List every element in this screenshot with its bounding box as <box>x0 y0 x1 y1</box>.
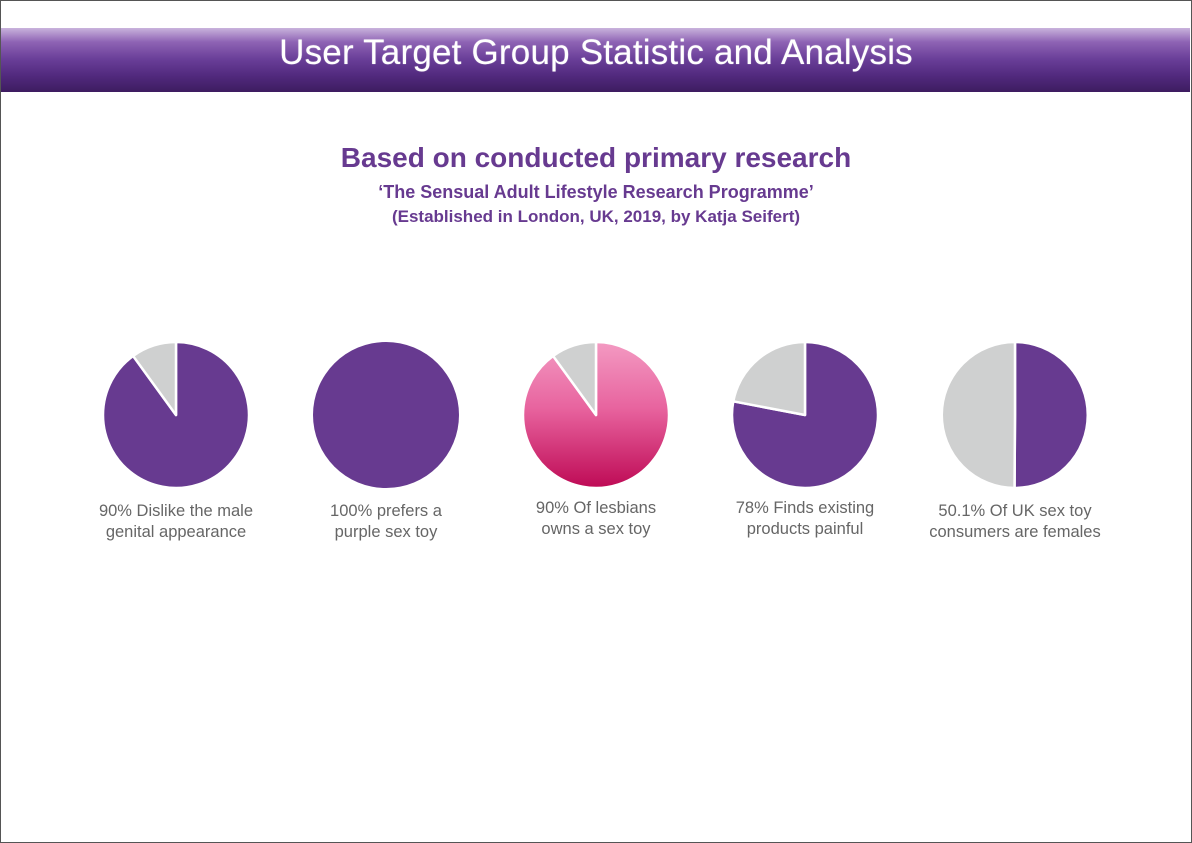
pie-5-slice-1 <box>1013 340 1089 490</box>
research-heading: Based on conducted primary research <box>340 142 852 173</box>
pie-chart-5 <box>940 340 1089 490</box>
pie-label-3: 90% Of lesbians owns a sex toy <box>486 498 706 540</box>
pie-4-slice-1 <box>730 340 880 490</box>
pie-chart-1 <box>101 340 251 490</box>
pie-label-line: owns a sex toy <box>541 520 651 538</box>
programme-details: (Established in London, UK, 2019, by Kat… <box>391 207 801 226</box>
pie-4-slice-2 <box>732 340 807 417</box>
pie-chart-4 <box>730 340 880 490</box>
pie-label-2: 100% prefers a purple sex toy <box>276 501 496 543</box>
pie-label-line: 78% Finds existing <box>735 499 875 517</box>
page-title: User Target Group Statistic and Analysis <box>279 33 913 72</box>
pie-5-slice-2 <box>940 340 1017 490</box>
pie-1-slice-2 <box>131 340 178 417</box>
pie-label-line: consumers are females <box>929 523 1101 541</box>
pie-chart-2 <box>313 342 459 488</box>
pie-label-1: 90% Dislike the male genital appearance <box>66 501 286 543</box>
pie-label-line: 50.1% Of UK sex toy <box>938 502 1092 520</box>
title-banner <box>1 28 1190 92</box>
pie-label-line: 100% prefers a <box>330 502 442 520</box>
pie-2-slice-1 <box>313 342 459 488</box>
pie-label-5: 50.1% Of UK sex toy consumers are females <box>905 501 1125 543</box>
pie-label-line: 90% Dislike the male <box>98 502 254 520</box>
pie-label-line: purple sex toy <box>334 523 438 541</box>
pie-label-4: 78% Finds existing products painful <box>695 498 915 540</box>
pie-label-line: genital appearance <box>105 523 247 541</box>
pie-chart-3 <box>521 340 671 490</box>
pie-label-line: products painful <box>746 520 864 538</box>
programme-name: ‘The Sensual Adult Lifestyle Research Pr… <box>378 182 814 202</box>
pie-3-slice-2 <box>551 340 598 417</box>
pie-label-line: 90% Of lesbians <box>535 499 657 517</box>
